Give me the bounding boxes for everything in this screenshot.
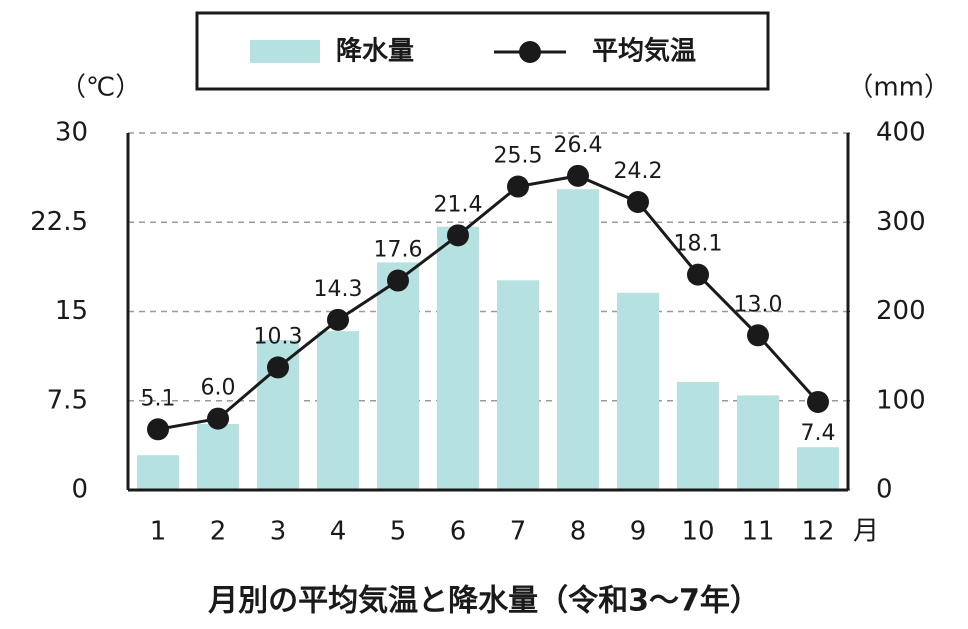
point xyxy=(327,308,349,331)
x-tick-label: 7 xyxy=(510,517,527,547)
point xyxy=(567,164,589,187)
legend-label: 降水量 xyxy=(336,37,414,67)
bar xyxy=(737,395,779,490)
point xyxy=(207,407,229,430)
point xyxy=(447,224,469,247)
x-tick-label: 4 xyxy=(330,517,347,547)
data-label: 5.1 xyxy=(141,386,176,411)
y2-tick-label: 300 xyxy=(876,207,926,237)
point xyxy=(687,263,709,286)
point xyxy=(387,269,409,292)
data-label: 26.4 xyxy=(554,133,603,158)
data-label: 25.5 xyxy=(494,144,543,169)
data-label: 24.2 xyxy=(614,159,663,184)
data-label: 7.4 xyxy=(801,421,836,446)
point xyxy=(627,191,649,214)
point xyxy=(147,418,169,441)
data-label: 18.1 xyxy=(674,232,723,257)
y2-tick-label: 400 xyxy=(876,118,926,148)
y2-tick-label: 0 xyxy=(876,475,893,505)
x-tick-label: 1 xyxy=(150,517,167,547)
point xyxy=(747,324,769,347)
chart-title: 月別の平均気温と降水量（令和3〜7年） xyxy=(208,584,760,619)
bar xyxy=(137,455,179,490)
legend-box xyxy=(195,11,770,91)
point xyxy=(507,175,529,198)
legend-marker xyxy=(519,41,541,63)
data-label: 21.4 xyxy=(434,192,483,217)
data-label: 6.0 xyxy=(201,376,236,401)
bar xyxy=(197,423,239,490)
x-tick-label: 8 xyxy=(570,517,587,547)
x-tick-label: 11 xyxy=(741,517,774,547)
bar xyxy=(317,331,359,490)
bar xyxy=(437,226,479,490)
y-axis-label: （℃） xyxy=(60,73,141,103)
data-label: 10.3 xyxy=(254,324,303,349)
line xyxy=(157,174,820,431)
y-tick-label: 7.5 xyxy=(47,385,88,415)
x-tick-label: 10 xyxy=(681,517,714,547)
x-tick-label: 12 xyxy=(801,517,834,547)
y-tick-label: 15 xyxy=(55,296,88,326)
legend-label: 平均気温 xyxy=(592,36,696,67)
x-tick-label: 2 xyxy=(210,517,227,547)
y-tick-label: 22.5 xyxy=(30,207,88,237)
data-label: 14.3 xyxy=(314,277,363,302)
x-tick-label: 5 xyxy=(390,517,407,547)
data-label: 17.6 xyxy=(374,238,423,263)
point xyxy=(267,356,289,379)
y2-tick-label: 100 xyxy=(876,385,926,415)
x-tick-label: 6 xyxy=(450,517,467,547)
x-unit: 月 xyxy=(853,517,879,547)
x-tick-label: 9 xyxy=(630,517,647,547)
bar xyxy=(557,189,599,491)
data-label: 13.0 xyxy=(734,292,783,317)
bar xyxy=(377,262,419,490)
y-tick-label: 0 xyxy=(71,475,88,505)
x-tick-label: 3 xyxy=(270,517,287,547)
bar xyxy=(797,447,839,490)
y2-tick-label: 200 xyxy=(876,296,926,326)
bar xyxy=(497,280,539,490)
y2-axis-label: （mm） xyxy=(847,73,950,103)
point xyxy=(807,390,829,413)
bar xyxy=(617,292,659,490)
legend-swatch xyxy=(250,40,320,63)
y-tick-label: 30 xyxy=(55,118,88,148)
bar xyxy=(677,382,719,490)
